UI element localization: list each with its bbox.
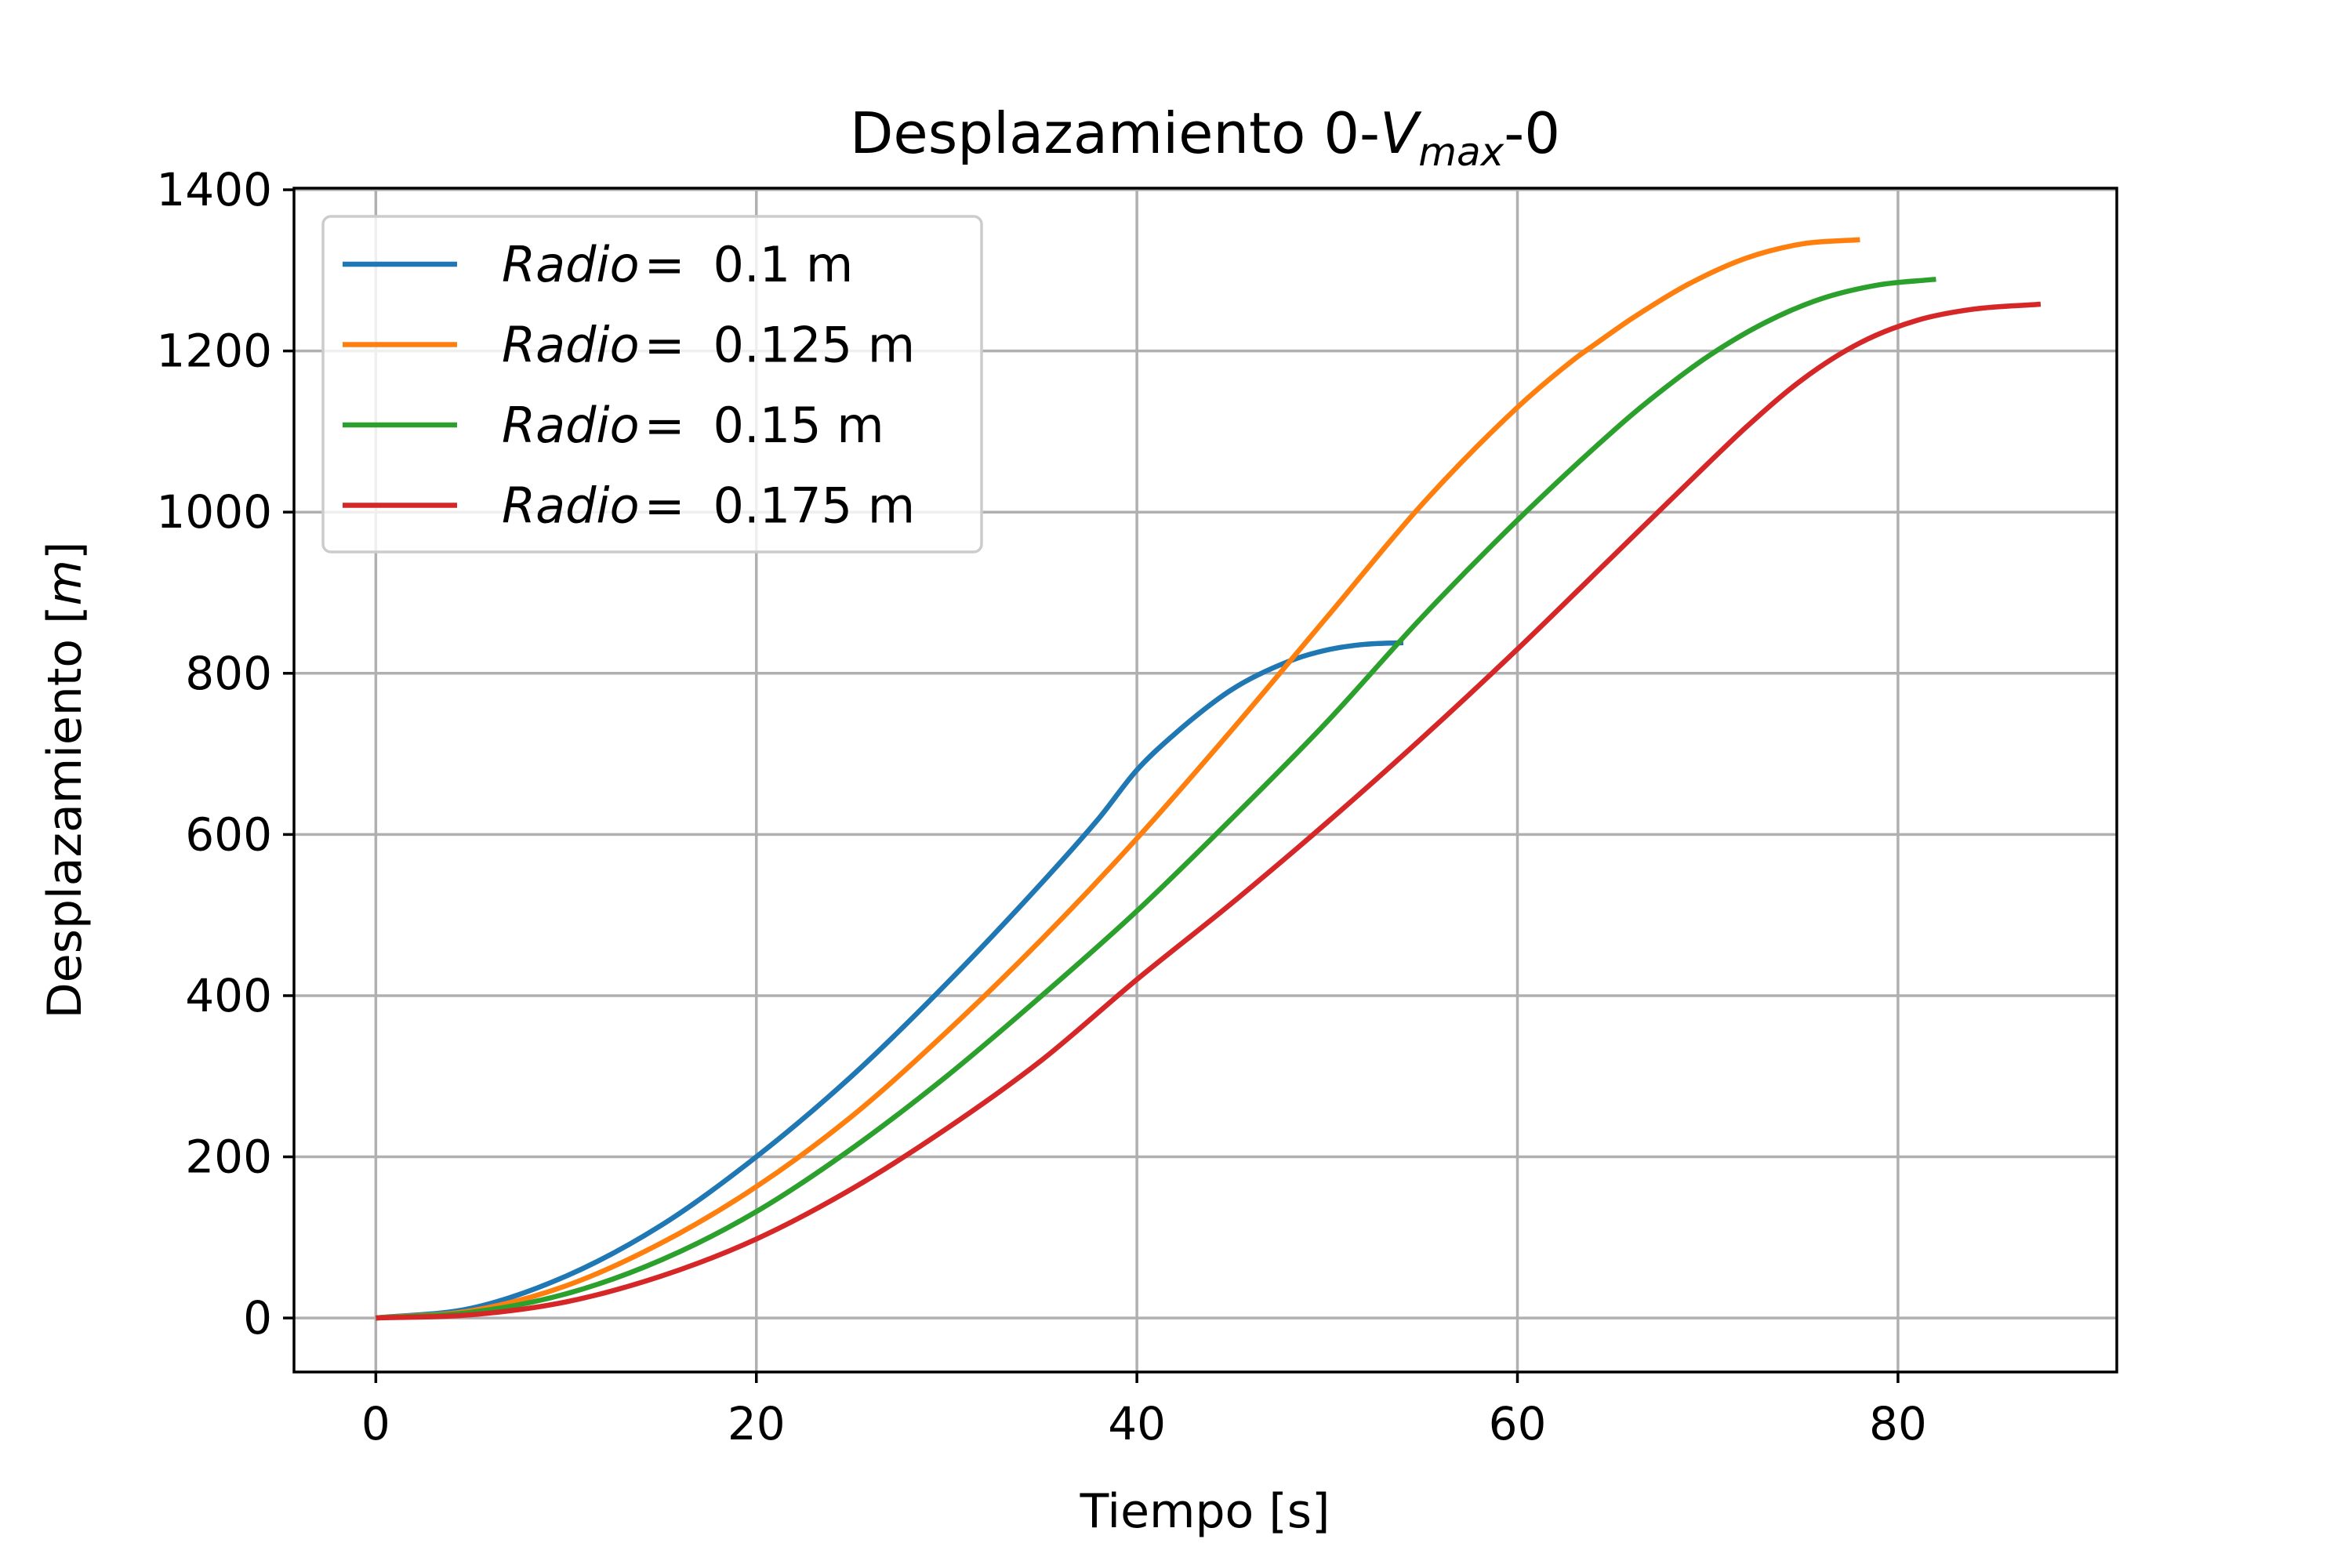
y-tick-label: 400 — [185, 969, 272, 1022]
legend-entry-equals: = — [644, 477, 685, 535]
y-tick-label: 600 — [185, 808, 272, 861]
series-line-3 — [376, 276, 1936, 1321]
chart-title-variable: V — [1380, 100, 1422, 166]
legend-entry-prefix: Radio — [502, 236, 640, 293]
legend-entry-value: 0.15 m — [713, 397, 884, 454]
series-line-4 — [376, 301, 2042, 1321]
x-tick-label: 0 — [361, 1397, 390, 1450]
series-layer — [376, 237, 2042, 1321]
x-tick-label: 40 — [1108, 1397, 1166, 1450]
legend-entry-2: Radio= 0.125 m — [502, 317, 915, 374]
legend-entry-prefix: Radio — [502, 477, 640, 535]
x-tick-label: 20 — [728, 1397, 786, 1450]
chart-title-subscript: max — [1418, 129, 1504, 175]
legend-frame — [321, 215, 983, 554]
chart-title-prefix: Desplazamiento 0- — [850, 100, 1380, 166]
y-axis-label-close: ] — [38, 542, 93, 560]
y-tick-label: 800 — [185, 647, 272, 700]
y-tick-label: 1200 — [156, 325, 272, 378]
legend-entry-equals: = — [644, 397, 685, 454]
series-line-1 — [376, 640, 1404, 1321]
legend-entry-value: 0.175 m — [713, 477, 916, 535]
y-tick-label: 1400 — [156, 163, 272, 216]
y-tick-label: 200 — [185, 1131, 272, 1184]
legend-entry-1: Radio= 0.1 m — [502, 236, 853, 293]
plot-frame — [292, 187, 2118, 1374]
chart-title: Desplazamiento 0-Vmax-0 — [850, 100, 1560, 175]
y-tick-label: 1000 — [156, 485, 272, 539]
series-line-2 — [376, 237, 1860, 1321]
y-axis-label-text: Desplazamiento [ — [38, 605, 93, 1018]
y-tick-label: 0 — [243, 1291, 272, 1345]
legend-entry-3: Radio= 0.15 m — [502, 397, 884, 454]
y-axis-label-unit: m — [38, 560, 93, 605]
legend-entry-prefix: Radio — [502, 317, 640, 374]
legend-entry-value: 0.125 m — [713, 317, 916, 374]
legend-entry-equals: = — [644, 236, 685, 293]
legend-entry-4: Radio= 0.175 m — [502, 477, 915, 535]
grid — [294, 188, 2117, 1372]
legend-entry-equals: = — [644, 317, 685, 374]
y-axis-label: Desplazamiento [m] — [38, 542, 93, 1019]
x-tick-label: 60 — [1489, 1397, 1547, 1450]
x-axis-label: Tiempo [s] — [1080, 1484, 1330, 1539]
legend-entry-value: 0.1 m — [713, 236, 854, 293]
chart-title-suffix: -0 — [1504, 100, 1560, 166]
x-tick-label: 80 — [1869, 1397, 1927, 1450]
legend-entry-prefix: Radio — [502, 397, 640, 454]
